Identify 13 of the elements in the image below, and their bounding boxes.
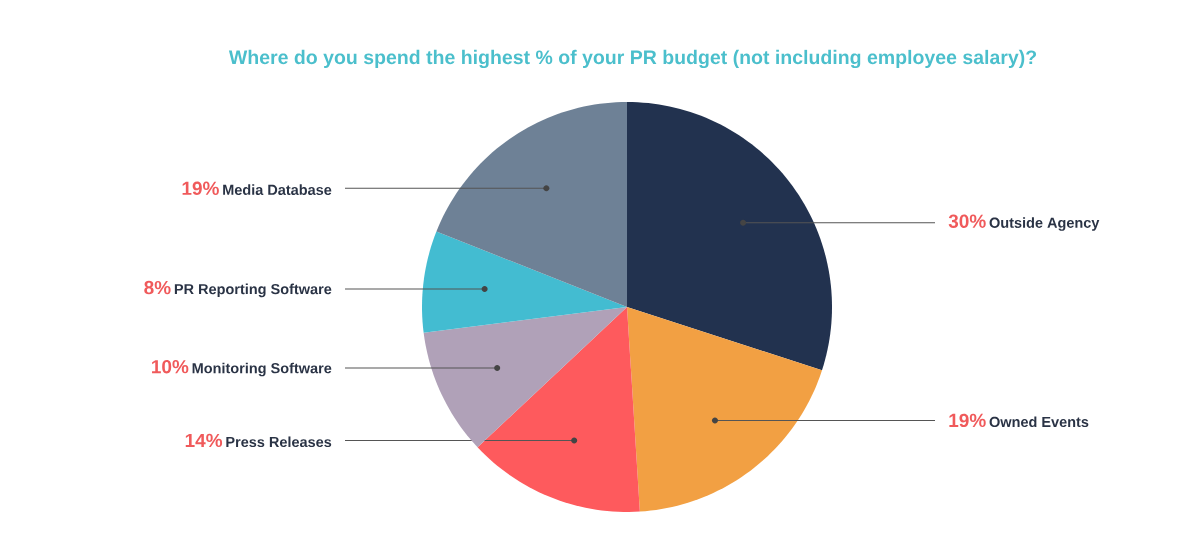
data-label: 10% (152, 359, 189, 374)
data-label: 30% (948, 214, 986, 228)
slice-label: Press Releases (226, 436, 332, 448)
slice-label: PR Reporting Software (174, 283, 332, 298)
data-label: 19% (949, 413, 986, 428)
data-label: 8% (144, 280, 171, 295)
slice-label: Media Database (223, 184, 332, 195)
data-label: 19% (182, 181, 219, 196)
slice-label: Monitoring Software (192, 362, 332, 377)
slice-label: Outside Agency (989, 217, 1100, 231)
data-label: 14% (185, 433, 223, 448)
slice-label: Owned Events (989, 416, 1089, 428)
chart-title: Where do you spend the highest % of your PR budget (not including employee salary)? (228, 49, 1037, 69)
